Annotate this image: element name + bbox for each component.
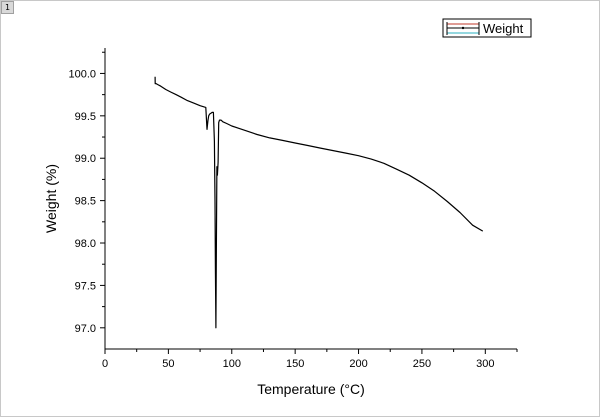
- y-axis-title: Weight (%): [43, 164, 59, 233]
- y-tick-label: 99.5: [75, 111, 96, 123]
- x-tick-label: 250: [413, 358, 431, 370]
- y-tick-label: 100.0: [68, 68, 96, 80]
- x-tick-label: 100: [223, 358, 241, 370]
- legend-marker: [461, 26, 465, 30]
- legend-swatch-weight: [446, 22, 480, 35]
- legend[interactable]: Weight: [442, 18, 532, 38]
- y-tick-label: 97.5: [75, 280, 96, 292]
- legend-label-weight: Weight: [483, 21, 524, 36]
- x-tick-label: 50: [162, 358, 174, 370]
- x-tick-label: 200: [349, 358, 367, 370]
- y-tick-label: 99.0: [75, 153, 96, 165]
- series-line-weight: [154, 76, 484, 329]
- axes: [104, 48, 517, 350]
- x-axis-title: Temperature (°C): [257, 381, 365, 397]
- x-tick-label: 0: [102, 358, 108, 370]
- y-ticks: 97.0 97.5 98.0 98.5 99.0 99.5 100.0: [68, 51, 105, 335]
- series: [154, 76, 484, 329]
- y-tick-label: 98.5: [75, 196, 96, 208]
- y-tick-label: 97.0: [75, 323, 96, 335]
- x-tick-label: 300: [476, 358, 494, 370]
- x-ticks: 0 50 100 150 200 250 300: [102, 349, 518, 370]
- y-tick-label: 98.0: [75, 238, 96, 250]
- x-tick-label: 150: [286, 358, 304, 370]
- page-number-badge: 1: [1, 1, 14, 14]
